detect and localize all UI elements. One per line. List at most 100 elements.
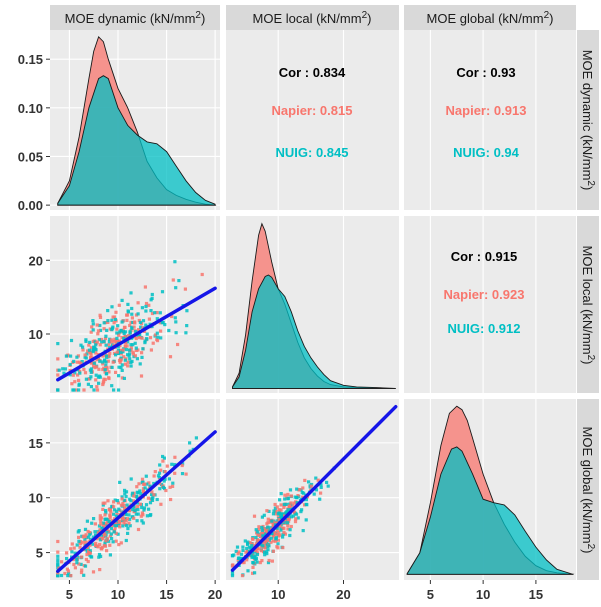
point-nuig [115,331,119,335]
point-napier [152,474,156,478]
point-nuig [145,482,149,486]
point-napier [152,493,156,497]
point-nuig [111,540,115,544]
point-napier [159,502,163,506]
point-nuig [155,317,159,321]
point-nuig [173,463,177,467]
point-nuig [300,508,304,512]
point-napier [137,328,141,332]
point-nuig [141,319,146,323]
point-napier [139,374,144,378]
point-nuig [102,339,106,343]
point-nuig [123,492,127,496]
point-nuig [133,508,137,512]
point-napier [117,543,121,547]
point-napier [180,463,184,468]
point-napier [128,323,132,328]
point-nuig [69,338,74,343]
point-napier [84,540,88,544]
point-napier [292,501,296,505]
point-nuig [93,530,97,534]
x-tick-label-global: 10 [476,587,490,602]
point-nuig [326,484,330,488]
point-nuig [86,382,90,386]
point-nuig [260,525,264,530]
point-napier [94,378,98,382]
point-napier [236,558,240,562]
y-tick-label-dynamic: 0.10 [18,101,43,116]
point-napier [65,567,69,571]
point-nuig [134,512,138,516]
point-nuig [141,347,145,351]
cor-napier: Napier: 0.913 [446,103,527,118]
point-napier [95,340,99,344]
point-napier [240,574,245,578]
point-nuig [89,385,93,389]
point-napier [112,315,117,319]
point-nuig [57,368,61,372]
point-nuig [76,530,80,534]
point-napier [101,381,105,385]
point-nuig [129,477,133,481]
point-napier [155,339,160,343]
point-nuig [68,362,72,367]
point-napier [161,459,165,463]
point-nuig [101,503,105,507]
point-nuig [126,531,130,535]
point-nuig [62,371,66,375]
point-napier [275,505,279,509]
point-nuig [188,449,192,453]
point-nuig [319,485,323,489]
point-nuig [150,498,155,502]
x-tick-label-global: 5 [427,587,434,602]
point-nuig [104,343,108,347]
point-napier [57,566,61,570]
point-nuig [56,574,60,578]
point-nuig [98,323,102,328]
point-napier [261,531,265,535]
point-nuig [156,335,160,339]
point-nuig [170,462,174,466]
point-napier [143,285,147,289]
point-napier [273,502,277,507]
point-napier [130,316,134,320]
point-nuig [89,537,93,541]
regression-line [56,430,217,573]
point-nuig [131,343,135,347]
point-nuig [90,542,95,546]
point-napier [96,332,100,336]
point-napier [319,491,323,495]
point-napier [69,574,73,578]
point-napier [267,558,271,563]
point-napier [102,535,106,539]
point-napier [114,539,118,543]
point-napier [271,523,275,527]
point-napier [147,303,151,307]
point-nuig [310,482,314,487]
point-napier [103,370,107,374]
point-napier [143,482,147,486]
point-napier [103,337,108,341]
point-napier [150,490,154,494]
point-napier [125,318,129,322]
point-nuig [194,436,198,440]
point-nuig [235,545,240,549]
point-nuig [124,538,128,543]
point-napier [82,540,86,544]
point-napier [69,547,73,551]
x-tick-label-global: 15 [529,587,543,602]
point-nuig [105,523,109,527]
point-napier [99,519,103,523]
point-napier [79,555,83,559]
point-nuig [97,524,102,528]
point-nuig [128,330,132,334]
point-nuig [104,360,108,364]
point-napier [82,388,86,392]
point-napier [114,310,118,314]
point-nuig [300,491,304,495]
point-nuig [145,337,149,341]
point-nuig [68,373,72,377]
point-nuig [155,331,159,335]
point-nuig [239,557,243,561]
point-napier [98,542,102,547]
